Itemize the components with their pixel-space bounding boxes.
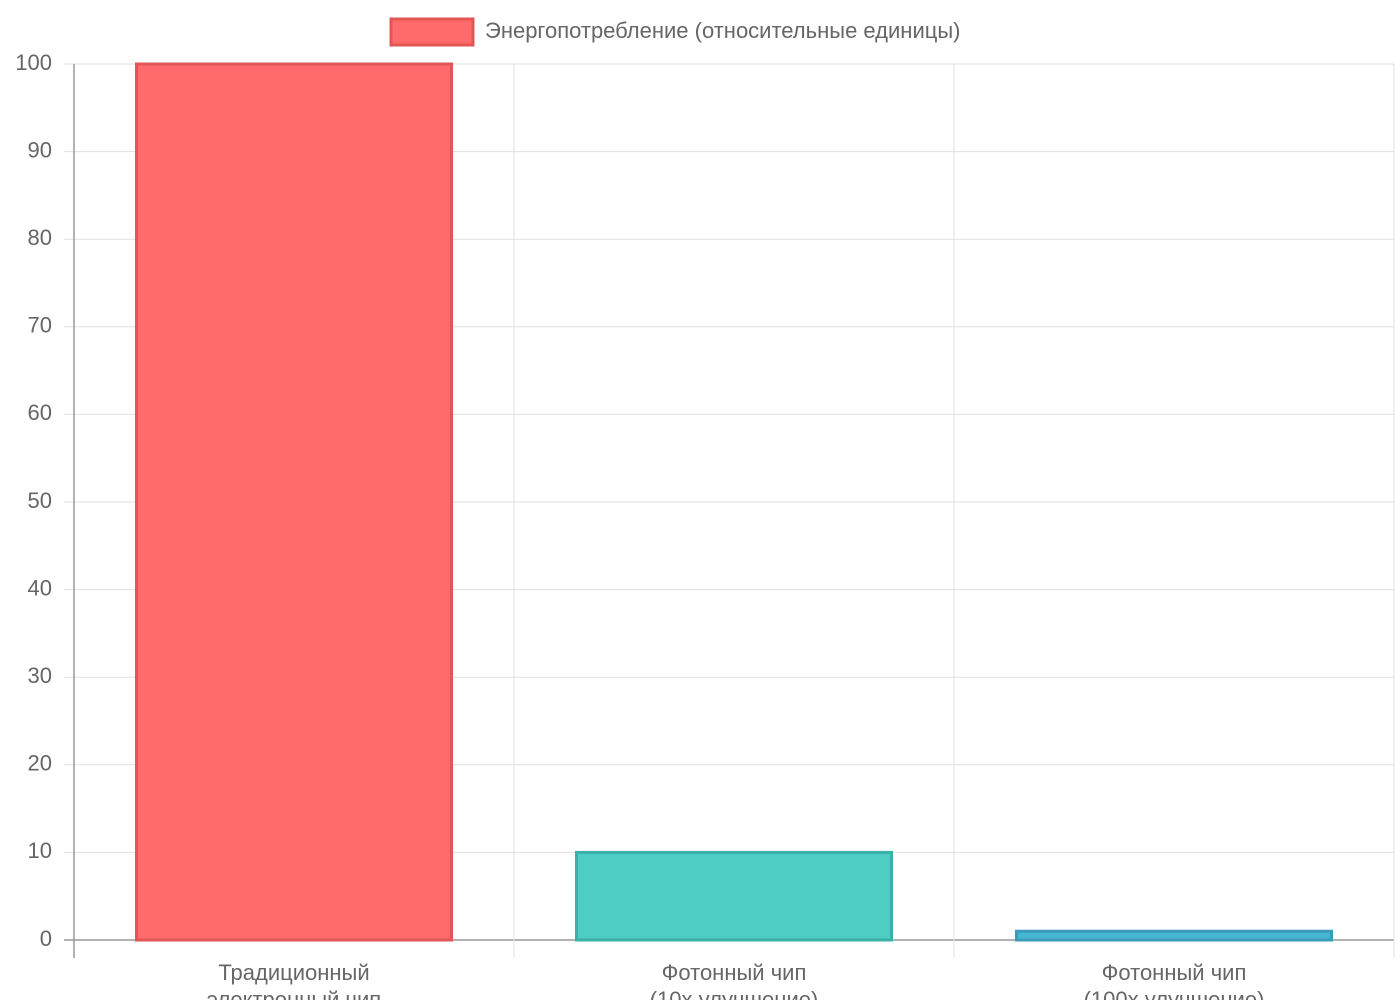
y-tick-label: 20	[28, 751, 52, 776]
bar	[134, 62, 454, 942]
bar	[1014, 929, 1334, 942]
x-tick-label: (10x улучшение)	[650, 987, 819, 1000]
x-tick-label: (100x улучшение)	[1084, 987, 1265, 1000]
x-tick-label: Традиционный	[218, 960, 369, 985]
y-tick-label: 70	[28, 313, 52, 338]
y-tick-label: 10	[28, 838, 52, 863]
y-tick-label: 90	[28, 137, 52, 162]
y-tick-label: 0	[40, 926, 52, 951]
x-tick-label: электронный чип	[207, 987, 381, 1000]
x-tick-label: Фотонный чип	[1102, 960, 1247, 985]
y-tick-label: 50	[28, 488, 52, 513]
bar	[574, 850, 894, 942]
y-tick-label: 40	[28, 575, 52, 600]
y-tick-label: 80	[28, 225, 52, 250]
x-tick-label: Фотонный чип	[662, 960, 807, 985]
y-tick-label: 30	[28, 663, 52, 688]
y-tick-label: 60	[28, 400, 52, 425]
legend-label: Энергопотребление (относительные единицы…	[485, 18, 960, 43]
y-tick-label: 100	[15, 50, 52, 75]
legend-swatch	[389, 17, 475, 47]
